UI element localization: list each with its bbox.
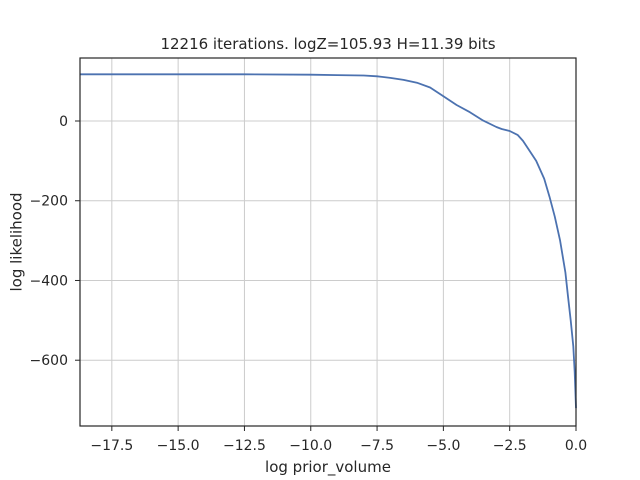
x-tick-label: −5.0 xyxy=(426,438,460,454)
grid-lines xyxy=(80,58,577,426)
x-axis-ticks: −17.5 −15.0 −12.5 −10.0 −7.5 −5.0 −2.5 0.0 xyxy=(90,426,587,454)
x-tick-label: 0.0 xyxy=(565,438,587,454)
x-tick-label: −7.5 xyxy=(360,438,394,454)
x-tick-label: −2.5 xyxy=(493,438,527,454)
series-layer xyxy=(80,73,577,409)
x-tick-label: −10.0 xyxy=(289,438,332,454)
x-tick-label: −15.0 xyxy=(157,438,200,454)
y-tick-label: −200 xyxy=(30,194,68,210)
x-axis-label: log prior_volume xyxy=(265,458,391,477)
series-line xyxy=(80,73,577,409)
y-tick-label: 0 xyxy=(59,114,68,130)
y-axis-label: log likelihood xyxy=(7,192,25,291)
y-tick-label: −600 xyxy=(30,353,68,369)
plot-frame xyxy=(79,57,577,427)
y-axis-ticks: 0 −200 −400 −600 xyxy=(30,114,80,369)
chart-title: 12216 iterations. logZ=105.93 H=11.39 bi… xyxy=(160,35,495,53)
x-tick-label: −17.5 xyxy=(90,438,133,454)
x-tick-label: −12.5 xyxy=(223,438,266,454)
y-tick-label: −400 xyxy=(30,273,68,289)
